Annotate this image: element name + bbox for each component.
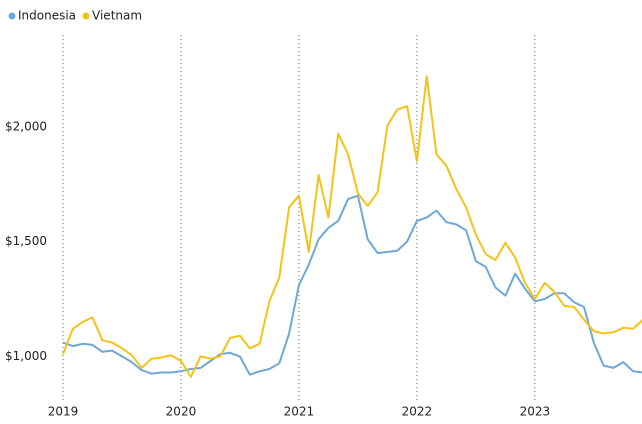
legend-marker (82, 12, 90, 20)
y-tick-label: $2,000 (5, 119, 47, 133)
legend-marker (8, 12, 16, 20)
line (62, 75, 642, 378)
legend-label: Vietnam (92, 9, 142, 23)
y-tick-label: $1,000 (5, 349, 47, 363)
x-tick-label: 2021 (284, 405, 315, 419)
legend-label: Indonesia (18, 9, 76, 23)
x-tick-label: 2023 (520, 405, 551, 419)
x-tick-label: 2020 (166, 405, 197, 419)
y-tick-label: $1,500 (5, 234, 47, 248)
line (62, 194, 642, 376)
x-tick-label: 2019 (48, 405, 79, 419)
x-tick-label: 2022 (402, 405, 433, 419)
